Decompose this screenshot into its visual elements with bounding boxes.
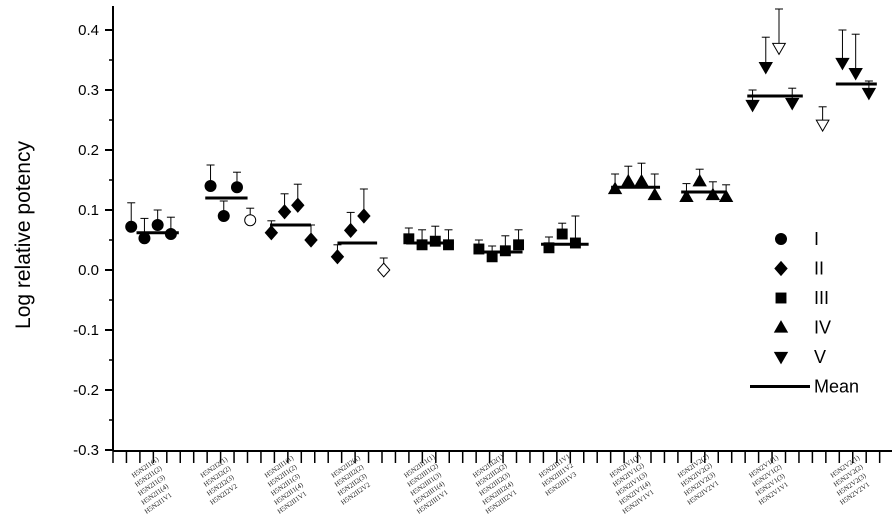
marker-circle (230, 181, 243, 194)
legend-label: Mean (814, 377, 859, 397)
marker-square (543, 242, 555, 254)
marker-square (556, 228, 568, 240)
marker-triangle-down (773, 351, 789, 365)
data-points (125, 42, 877, 278)
marker-triangle-up (634, 173, 649, 187)
marker-diamond (304, 232, 318, 248)
marker-square (473, 243, 485, 255)
marker-triangle-down (771, 42, 787, 56)
category-labels: H5N2I1(1)H5N2I1(2)H5N2I1(3)H5N2I1(4)H5N2… (130, 452, 871, 516)
marker-triangle-down (861, 87, 877, 101)
axes: 0.4 0.3 0.2 0.1 0.0 -0.1 -0.2 -0.3 (73, 6, 892, 463)
marker-circle (138, 232, 151, 245)
legend-label: II (814, 259, 824, 279)
y-ticks: 0.4 0.3 0.2 0.1 0.0 -0.1 -0.2 -0.3 (73, 22, 113, 459)
legend-label: V (814, 347, 826, 367)
marker-triangle-up (647, 187, 662, 201)
marker-triangle-up (621, 173, 636, 187)
marker-square (443, 239, 454, 251)
marker-square (513, 239, 525, 251)
marker-square (416, 239, 428, 251)
marker-circle (775, 233, 787, 245)
marker-triangle-up (718, 189, 734, 202)
marker-triangle-down (785, 98, 800, 111)
y-tick-label: 0.0 (78, 262, 99, 279)
marker-circle (204, 180, 217, 192)
y-tick-label: -0.2 (73, 382, 99, 399)
marker-diamond (264, 225, 279, 241)
y-tick-label: 0.4 (78, 22, 99, 39)
marker-diamond (343, 222, 358, 239)
marker-triangle-up (773, 320, 789, 333)
marker-diamond (774, 260, 788, 277)
marker-square (403, 233, 415, 245)
marker-diamond (291, 197, 305, 213)
marker-triangle-down (758, 62, 773, 75)
marker-triangle-up (705, 187, 721, 201)
mean-lines (136, 82, 877, 254)
marker-triangle-down (835, 57, 850, 71)
y-tick-label: 0.3 (78, 82, 99, 99)
legend-label: I (814, 229, 819, 249)
marker-square (499, 245, 511, 257)
marker-triangle-up (692, 173, 707, 187)
marker-triangle-down (745, 99, 760, 113)
y-axis-title: Log relative potency (12, 141, 35, 329)
marker-circle (217, 210, 230, 222)
marker-triangle-down (815, 119, 830, 133)
marker-diamond (330, 249, 345, 265)
y-tick-label: 0.2 (78, 142, 99, 159)
marker-circle (151, 219, 164, 231)
marker-circle (244, 214, 257, 227)
legend-label: IV (814, 318, 831, 338)
legend-label: III (814, 288, 829, 308)
error-bars (127, 8, 873, 270)
marker-circle (125, 220, 138, 233)
marker-diamond (277, 204, 292, 220)
y-tick-label: 0.1 (78, 202, 99, 219)
marker-circle (164, 228, 177, 240)
marker-square (775, 292, 787, 304)
marker-square (486, 251, 498, 263)
marker-square (569, 237, 581, 249)
marker-triangle-up (679, 189, 694, 202)
marker-diamond (377, 262, 391, 278)
marker-square (429, 235, 441, 247)
marker-triangle-down (848, 68, 863, 81)
y-tick-label: -0.1 (73, 322, 99, 339)
marker-diamond (357, 208, 371, 224)
y-tick-label: -0.3 (73, 442, 99, 459)
marker-triangle-up (607, 181, 623, 195)
x-ticks (112, 451, 881, 463)
